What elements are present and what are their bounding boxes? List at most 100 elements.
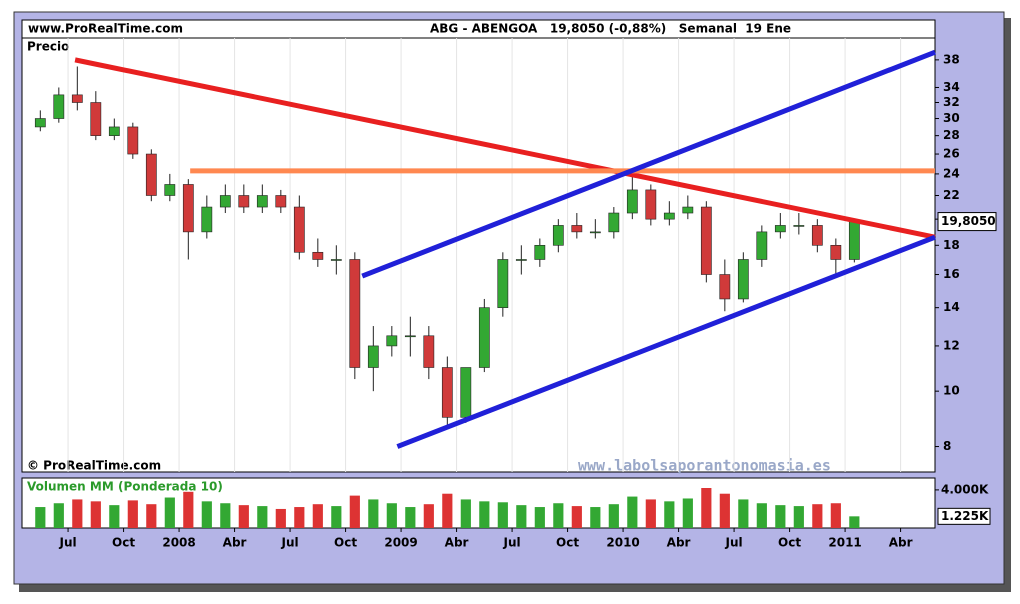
candle-body [830,244,842,260]
candle-body [626,189,638,214]
candle-body [423,335,435,368]
volume-bar [368,499,379,528]
candle-body [312,251,324,260]
candle-body [164,184,176,196]
volume-bar [627,496,638,528]
x-tick-label: 2008 [162,536,195,550]
volume-bar [312,504,323,528]
candle-body [793,225,805,227]
candle-body [589,231,601,234]
trendline [396,234,936,449]
candle-body [756,231,768,260]
candle-body [386,335,398,347]
x-tick-label: Oct [556,536,579,550]
volume-bar [238,505,249,528]
x-tick-label: Jul [281,536,299,550]
y-tick-label: 14 [943,300,960,314]
candle-body [127,126,139,155]
volume-bar [571,506,582,528]
volume-bar [516,505,527,528]
x-tick-label: Jul [59,536,77,550]
candle-body [330,259,342,261]
volume-bar [645,499,656,528]
candle-body [700,206,712,275]
volume-bar [275,508,286,528]
y-tick-label: 34 [943,80,960,94]
volume-bar [775,505,786,528]
volume-bar [553,503,564,528]
candle-body [811,225,823,246]
y-tick-label: 10 [943,384,960,398]
volume-bar [90,501,101,528]
volume-bar [830,503,841,528]
candle-body [552,225,564,246]
candle-body [182,184,194,233]
volume-bar [497,502,508,528]
volume-bar [812,504,823,528]
candle-body [53,94,65,119]
candle-body [682,206,694,214]
volume-bar [738,499,749,528]
volume-bar [164,497,175,528]
y-tick-label: 8 [943,439,951,453]
x-tick-label: Oct [112,536,135,550]
volume-bar [349,495,360,528]
y-tick-label: 18 [943,238,960,252]
candle-body [238,195,250,208]
volume-bar [331,506,342,528]
y-tick-label: 28 [943,128,960,142]
header: ABG - ABENGOA 19,8050 (-0,88%) Semanal 1… [430,22,791,36]
volume-bar [201,501,212,528]
volume-bar [608,504,619,528]
candle-body [663,212,675,220]
volume-bar [534,507,545,528]
y-tick-label: 30 [943,111,960,125]
last-volume-box [937,507,991,525]
candle-body [145,153,157,196]
candle-body [404,335,416,338]
candle-body [571,225,583,233]
volume-bar [386,503,397,528]
x-tick-label: Abr [445,536,469,550]
candle-body [108,126,120,136]
candle-body [848,221,860,260]
y-tick-label: 16 [943,267,960,281]
candle-body [293,206,305,253]
candle-body [515,259,527,261]
candle-body [608,212,620,233]
volume-bar [423,504,434,528]
y-tick-label: 32 [943,95,960,109]
volume-bar [793,506,804,528]
candle-body [737,259,749,300]
y-tick-label: 12 [943,338,960,352]
volume-bar [146,504,157,528]
volume-label: Volumen MM (Ponderada 10) [27,480,223,494]
candle-body [71,94,83,103]
candle-body [534,244,546,260]
volume-bar [35,507,46,528]
volume-bar [664,501,675,528]
watermark: www.labolsaporantonomasia.es [578,457,831,475]
y-tick-label: 26 [943,147,960,161]
candle-body [219,195,231,208]
volume-bar [109,505,120,528]
price-label: Precio [27,40,69,54]
volume-bar [257,506,268,528]
y-tick-label: 38 [943,52,960,66]
x-tick-label: Abr [889,536,913,550]
candle-body [90,102,102,136]
volume-bar [719,493,730,528]
trendline [361,49,936,279]
candle-body [460,367,472,418]
candle-body [719,274,731,300]
x-tick-label: Oct [778,536,801,550]
candle-body [441,367,453,418]
copyright: © ProRealTime.com [27,459,161,473]
volume-bar [701,488,712,528]
volume-bar [849,516,860,528]
volume-tick-label: 4.000K [941,482,989,496]
last-volume-label: 1.225K [941,509,989,523]
candle-body [774,225,786,233]
candle-body [478,307,490,368]
